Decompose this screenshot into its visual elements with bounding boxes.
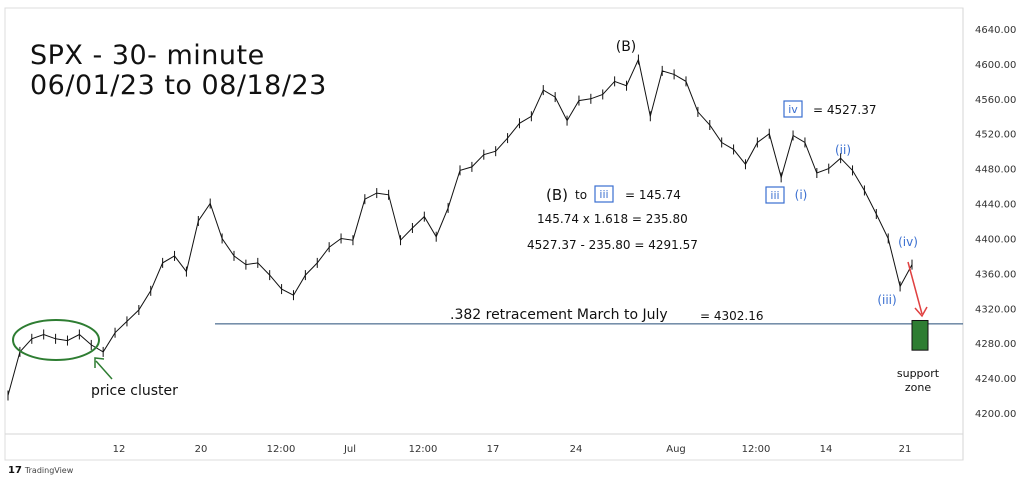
y-tick-label: 4600.00 (975, 60, 1016, 71)
x-tick-label: 24 (570, 444, 583, 455)
y-tick-label: 4640.00 (975, 25, 1016, 36)
calc-to-label: to (575, 188, 587, 202)
wave-label-iii-box (765, 186, 785, 204)
calc-iii-label: iii (599, 188, 608, 201)
tradingview-label: TradingView (24, 466, 74, 475)
y-tick-label: 4360.00 (975, 269, 1016, 280)
wave-label-iii: iii (770, 189, 779, 202)
y-tick-label: 4320.00 (975, 304, 1016, 315)
tradingview-watermark: 17 TradingView (8, 465, 73, 476)
calc-iii-box (594, 185, 614, 203)
support-label: support (897, 367, 940, 380)
wave-label-B: (B) (616, 39, 637, 55)
tradingview-logo-icon: 17 (8, 465, 22, 476)
price-cluster-arrow (95, 360, 113, 380)
price-cluster-arrowhead (94, 357, 105, 368)
y-tick-label: 4520.00 (975, 130, 1016, 141)
support-arrow (907, 261, 923, 315)
plot-frame (4, 7, 964, 461)
retracement-equals: = (700, 309, 714, 323)
calc-b-label: (B) (546, 186, 568, 204)
x-tick-label: 21 (899, 444, 912, 455)
time-axis: 12 20 12:00 Jul 12:00 17 24 Aug 12:00 14 21 (113, 444, 912, 455)
y-tick-label: 4560.00 (975, 95, 1016, 106)
y-tick-label: 4200.00 (975, 409, 1016, 420)
x-tick-label: 12:00 (409, 444, 438, 455)
calc-line-2: 4527.37 - 235.80 = 4291.57 (527, 238, 698, 252)
wave-label-i: (i) (795, 188, 808, 202)
retracement-value: = 4302.16 (700, 309, 764, 323)
y-tick-label: 4280.00 (975, 339, 1016, 350)
support-arrowhead (914, 306, 928, 318)
price-cluster-ellipse (12, 319, 100, 361)
chart-title-line-1: SPX - 30- minute (30, 40, 265, 71)
price-cluster-label: price cluster (91, 383, 178, 399)
y-tick-label: 4400.00 (975, 234, 1016, 245)
zone-label: zone (905, 381, 931, 394)
x-tick-label: Aug (666, 444, 686, 455)
price-series-line (7, 57, 913, 396)
chart-title-line-2: 06/01/23 to 08/18/23 (30, 70, 327, 101)
calc-b-value: = 145.74 (625, 188, 681, 202)
wave-label-iv: iv (788, 103, 798, 116)
iv-value-label: = 4527.37 (813, 103, 877, 117)
wave-label-iv-minor: (iv) (898, 235, 918, 249)
x-tick-label: 12 (113, 444, 126, 455)
retracement-value-text: 4302.16 (714, 309, 764, 323)
x-tick-label: 14 (820, 444, 833, 455)
wave-label-ii: (ii) (835, 143, 851, 157)
support-zone-rect (911, 319, 929, 351)
price-axis: 4640.00 4600.00 4560.00 4520.00 4480.00 4440.… (975, 25, 1016, 420)
x-tick-label: Jul (343, 444, 356, 455)
wave-label-iv-box (783, 100, 803, 118)
x-tick-label: 12:00 (742, 444, 771, 455)
x-tick-label: 12:00 (267, 444, 296, 455)
x-tick-label: 20 (195, 444, 208, 455)
x-tick-label: 17 (487, 444, 500, 455)
y-tick-label: 4240.00 (975, 374, 1016, 385)
wave-label-iii-minor: (iii) (877, 293, 896, 307)
y-tick-label: 4440.00 (975, 200, 1016, 211)
y-tick-label: 4480.00 (975, 165, 1016, 176)
retracement-label: .382 retracement March to July (450, 307, 668, 323)
calc-line-1: 145.74 x 1.618 = 235.80 (537, 212, 688, 226)
